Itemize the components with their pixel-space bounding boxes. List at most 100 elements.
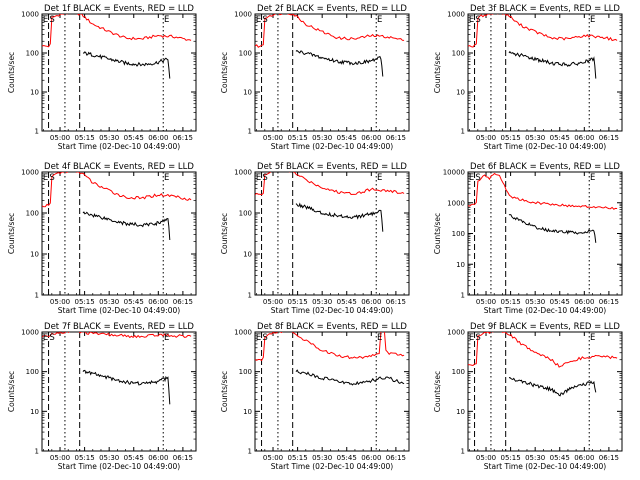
marker-s: S <box>475 15 480 25</box>
x-tick-label: 05:45 <box>337 298 357 306</box>
axes-frame <box>254 171 410 296</box>
axes-frame <box>41 13 197 132</box>
x-axis-label: Start Time (02-Dec-10 04:49:00) <box>58 462 180 471</box>
panel-title: Det 8f BLACK = Events, RED = LLD <box>257 322 407 332</box>
x-tick-label: 05:30 <box>99 298 119 306</box>
series-red-lld <box>42 172 192 208</box>
x-tick-label: 05:45 <box>124 298 144 306</box>
marker-e: E <box>377 15 382 25</box>
y-axis-label: Counts/sec <box>220 52 229 93</box>
y-tick-label: 100 <box>452 50 465 58</box>
y-tick-label: 10 <box>456 261 465 269</box>
x-tick-label: 06:00 <box>361 134 381 142</box>
series-black-events <box>508 50 597 79</box>
x-tick-label: 06:15 <box>599 454 619 462</box>
x-tick-label: 06:15 <box>386 454 406 462</box>
axes-frame <box>254 331 410 452</box>
marker-e: E <box>377 173 382 183</box>
marker-e: E <box>590 333 595 343</box>
marker-e: E <box>377 333 382 343</box>
marker-e: E <box>256 333 261 343</box>
x-tick-label: 05:15 <box>288 134 308 142</box>
x-axis-label: Start Time (02-Dec-10 04:49:00) <box>484 142 606 151</box>
x-tick-label: 05:15 <box>501 454 521 462</box>
panel-title: Det 4f BLACK = Events, RED = LLD <box>44 162 194 172</box>
x-tick-label: 05:15 <box>501 134 521 142</box>
y-axis-label: Counts/sec <box>220 213 229 254</box>
x-tick-label: 06:00 <box>574 454 594 462</box>
x-tick-label: 06:00 <box>148 134 168 142</box>
marker-s: S <box>475 333 480 343</box>
series-black-events <box>295 369 405 386</box>
series-red-lld <box>42 332 192 339</box>
panel-4: Det 4f BLACK = Events, RED = LLD 1 10 100 10… <box>7 162 197 315</box>
x-tick-label: 06:15 <box>173 454 193 462</box>
y-tick-label: 1000 <box>447 199 465 207</box>
y-tick-label: 100 <box>452 230 465 238</box>
marker-s: S <box>262 15 267 25</box>
panel-title: Det 9f BLACK = Events, RED = LLD <box>470 322 620 332</box>
y-tick-label: 100 <box>26 210 39 218</box>
y-tick-label: 1 <box>35 128 39 136</box>
panel-2: Det 2f BLACK = Events, RED = LLD 1 10 100 10… <box>220 4 410 151</box>
y-tick-label: 1 <box>461 292 465 300</box>
x-tick-label: 05:45 <box>124 454 144 462</box>
x-tick-label: 06:15 <box>386 298 406 306</box>
y-tick-label: 100 <box>26 368 39 376</box>
x-tick-label: 06:00 <box>361 454 381 462</box>
x-tick-label: 05:15 <box>75 134 95 142</box>
x-tick-label: 05:00 <box>476 454 496 462</box>
y-tick-label: 10 <box>456 408 465 416</box>
x-tick-label: 05:00 <box>476 134 496 142</box>
panel-5: Det 5f BLACK = Events, RED = LLD 1 10 100 10… <box>220 162 410 315</box>
x-tick-label: 05:30 <box>312 134 332 142</box>
series-red-lld <box>255 172 405 196</box>
x-tick-label: 05:00 <box>476 298 496 306</box>
y-tick-label: 1000 <box>447 11 465 19</box>
x-tick-label: 05:45 <box>550 134 570 142</box>
x-axis-label: Start Time (02-Dec-10 04:49:00) <box>484 306 606 315</box>
x-tick-label: 06:15 <box>599 298 619 306</box>
marker-e: E <box>164 15 169 25</box>
x-tick-label: 05:00 <box>263 134 283 142</box>
y-tick-label: 1 <box>35 292 39 300</box>
panel-title: Det 6f BLACK = Events, RED = LLD <box>470 162 620 172</box>
marker-e: E <box>164 333 169 343</box>
series-red-lld <box>468 172 618 210</box>
marker-e: E <box>43 15 48 25</box>
panel-title: Det 7f BLACK = Events, RED = LLD <box>44 322 194 332</box>
y-tick-label: 1000 <box>21 11 39 19</box>
series-black-events <box>82 369 171 405</box>
x-tick-label: 06:15 <box>173 298 193 306</box>
x-tick-label: 06:00 <box>574 134 594 142</box>
series-black-events <box>508 377 597 397</box>
series-red-lld <box>42 14 192 48</box>
x-tick-label: 05:45 <box>124 134 144 142</box>
x-tick-label: 05:30 <box>525 134 545 142</box>
series-black-events <box>295 202 384 232</box>
y-tick-label: 100 <box>239 210 252 218</box>
axes-frame <box>254 13 410 132</box>
marker-e: E <box>256 15 261 25</box>
y-axis-label: Counts/sec <box>7 213 16 254</box>
y-tick-label: 10000 <box>443 169 465 177</box>
y-axis-label: Counts/sec <box>433 213 442 254</box>
panel-9: Det 9f BLACK = Events, RED = LLD 1 10 100 10… <box>433 322 623 471</box>
y-tick-label: 1 <box>248 448 252 456</box>
marker-e: E <box>164 173 169 183</box>
x-tick-label: 06:15 <box>386 134 406 142</box>
marker-s: S <box>262 173 267 183</box>
y-tick-label: 1000 <box>234 169 252 177</box>
series-black-events <box>295 49 384 77</box>
y-tick-label: 100 <box>26 50 39 58</box>
y-tick-label: 100 <box>239 368 252 376</box>
series-black-events <box>82 211 171 241</box>
panel-7: Det 7f BLACK = Events, RED = LLD 1 10 100 10… <box>7 322 197 471</box>
x-tick-label: 05:30 <box>99 134 119 142</box>
marker-e: E <box>590 15 595 25</box>
series-black-events <box>82 51 171 79</box>
axes-frame <box>467 13 623 132</box>
x-tick-label: 05:15 <box>288 298 308 306</box>
y-tick-label: 1 <box>461 448 465 456</box>
y-tick-label: 1 <box>35 448 39 456</box>
